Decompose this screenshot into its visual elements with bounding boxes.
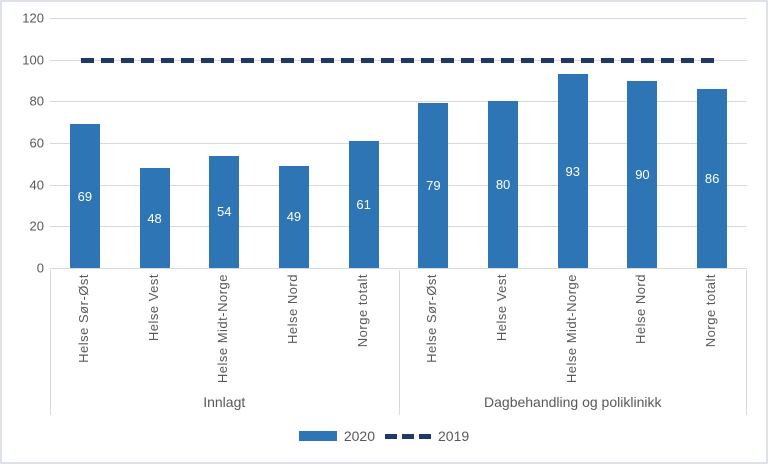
category-label: Helse Sør-Øst [75,274,91,363]
legend-item-2020: 2020 [298,428,375,444]
bar-2020-helse-vest: 80 [488,101,519,268]
bar-value-label: 80 [495,177,511,193]
bar-value-label: 79 [426,178,441,194]
bar-2020-helse-nord: 90 [627,80,658,268]
category-group-separator [398,270,400,415]
bar-2020-helse-nord: 49 [278,165,309,268]
category-group-separator [746,270,747,415]
y-axis-tick-label: 40 [29,177,44,193]
bar-2020-helse-vest: 48 [139,168,170,268]
bar-value-label: 69 [77,188,93,204]
y-axis-tick-label: 20 [29,218,44,234]
category-label: Norge totalt [703,274,719,348]
bar-2020-norge-totalt: 86 [697,88,728,268]
category-label: Helse Vest [145,274,161,342]
bar-2020-helse-s-r-st: 69 [69,124,100,268]
category-group-separator [50,270,51,415]
y-axis-tick-label: 80 [29,93,44,109]
group-label-1: Innlagt [203,394,246,410]
legend-item-2019: 2019 [385,428,469,444]
gridline-20 [50,226,747,228]
bar-value-label: 61 [356,196,371,212]
legend-2020-label: 2020 [343,428,375,444]
bar-2020-helse-midt-norge: 54 [209,155,240,268]
category-label: Helse Nord [284,274,300,345]
category-label: Norge totalt [354,274,370,348]
bar-value-label: 93 [565,163,580,179]
bar-2020-norge-totalt: 61 [348,140,379,268]
bar-value-label: 86 [704,170,720,186]
y-axis-tick-label: 100 [22,52,44,68]
bar-value-label: 48 [147,210,162,226]
category-label: Helse Midt-Norge [563,274,579,384]
bar-value-label: 90 [635,166,650,182]
gridline-40 [50,184,747,186]
category-label: Helse Midt-Norge [215,274,231,384]
y-axis-tick-label: 60 [29,135,44,151]
gridline-0 [50,268,747,269]
bar-value-label: 54 [217,204,232,220]
gridline-80 [50,101,747,103]
legend-2019-label: 2019 [438,428,470,444]
chart-legend: 2020 2019 [2,428,766,444]
y-axis-tick-label: 120 [22,10,44,26]
bar-2020-helse-midt-norge: 93 [557,74,588,268]
group-label-2: Dagbehandling og poliklinikk [484,394,662,410]
legend-2019-dash-swatch [385,433,431,439]
legend-2020-bar-swatch [298,431,337,441]
y-axis-tick-label: 0 [36,260,44,276]
bar-2020-helse-s-r-st: 79 [418,103,449,268]
reference-line-2019 [80,57,717,63]
gridline-60 [50,143,747,144]
category-label: Helse Nord [633,274,649,345]
category-label: Helse Vest [494,274,510,342]
gridline-120 [50,18,747,19]
bar-value-label: 49 [286,209,302,225]
category-label: Helse Sør-Øst [424,274,440,363]
